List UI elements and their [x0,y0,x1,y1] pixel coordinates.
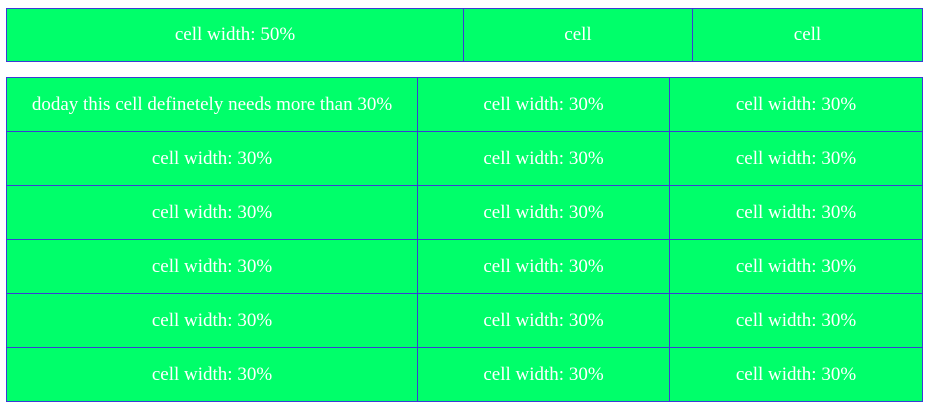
table-cell: cell width: 30% [417,77,670,132]
table-cell: cell width: 30% [6,131,418,186]
table-cell: cell [692,8,923,62]
table-row: cell width: 30% cell width: 30% cell wid… [6,347,923,402]
table-cell: cell width: 30% [417,347,670,402]
table-cell: cell width: 30% [669,293,923,348]
table-row: cell width: 30% cell width: 30% cell wid… [6,131,923,186]
table-cell: cell width: 50% [6,8,464,62]
table-cell: cell width: 30% [6,185,418,240]
table-cell: cell [463,8,693,62]
table-cell: cell width: 30% [417,239,670,294]
table-cell: cell width: 30% [669,239,923,294]
table-row: cell width: 50% cell cell [6,8,923,62]
table-cell: cell width: 30% [669,347,923,402]
table-row: cell width: 30% cell width: 30% cell wid… [6,293,923,348]
table-cell: cell width: 30% [669,185,923,240]
table-cell: cell width: 30% [669,131,923,186]
table-cell: doday this cell definetely needs more th… [6,77,418,132]
table-row: cell width: 30% cell width: 30% cell wid… [6,239,923,294]
table-cell: cell width: 30% [6,239,418,294]
table-cell: cell width: 30% [417,185,670,240]
table-row: doday this cell definetely needs more th… [6,77,923,132]
table-cell: cell width: 30% [6,347,418,402]
table-cell: cell width: 30% [669,77,923,132]
table-cell: cell width: 30% [6,293,418,348]
table-row: cell width: 30% cell width: 30% cell wid… [6,185,923,240]
table-cell: cell width: 30% [417,293,670,348]
top-table: cell width: 50% cell cell [6,8,923,62]
bottom-table: doday this cell definetely needs more th… [6,77,923,402]
table-cell: cell width: 30% [417,131,670,186]
